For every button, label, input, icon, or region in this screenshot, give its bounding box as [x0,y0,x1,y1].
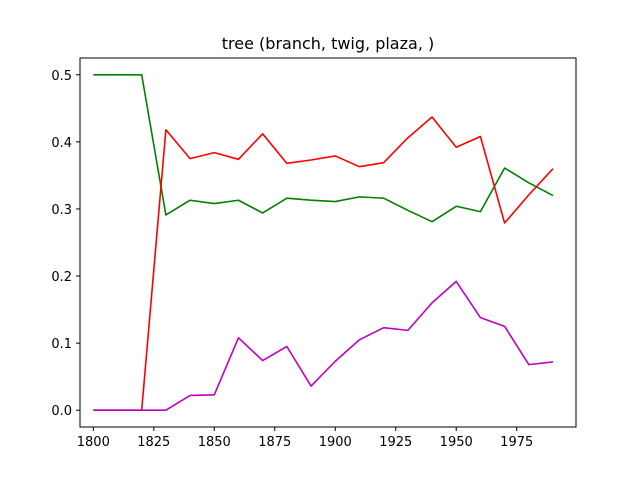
series-line-1 [93,73,554,223]
x-tick-label: 1950 [440,435,473,450]
series-line-3 [93,280,554,412]
y-tick-label: 0.4 [51,136,72,151]
plot-area-frame [79,57,577,428]
x-tick-label: 1925 [379,435,412,450]
x-tick-label: 1850 [198,435,231,450]
x-tick-label: 1875 [258,435,291,450]
y-tick-label: 0.5 [51,69,72,84]
series-layer [93,73,554,412]
y-tick-label: 0.0 [51,404,72,419]
x-tick-label: 1825 [137,435,170,450]
y-tick-label: 0.2 [51,270,72,285]
axes-layer: 1800 1825 1850 1875 1900 1925 1950 1975 0.0 0.1 0.… [51,69,533,450]
y-tick-label: 0.1 [51,337,72,352]
y-tick-label: 0.3 [51,203,72,218]
x-tick-label: 1800 [77,435,110,450]
series-line-2 [93,116,554,412]
chart-title: tree (branch, twig, plaza, ) [222,34,434,53]
x-tick-label: 1900 [319,435,352,450]
x-tick-label: 1975 [500,435,533,450]
